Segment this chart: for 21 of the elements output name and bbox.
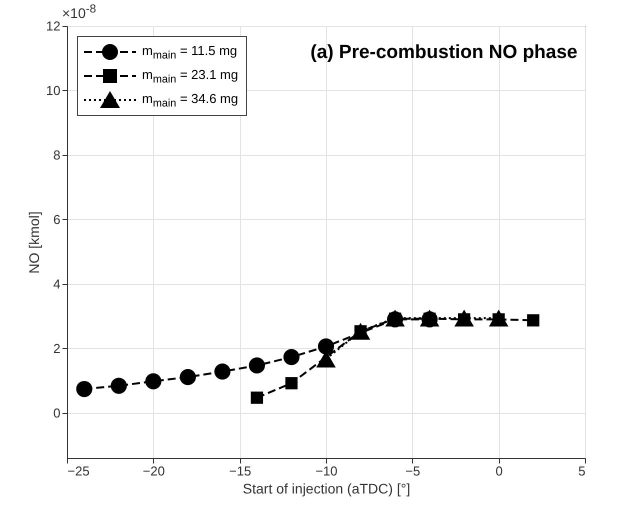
x-tick-label: 0 — [496, 464, 503, 478]
y-tick-label: 10 — [46, 82, 60, 98]
legend-label: m$_{main}$ = 23.1 mg — [142, 66, 238, 86]
x-tick-label: 5 — [578, 464, 586, 478]
y-tick-label: 8 — [53, 147, 60, 162]
x-tick-label: −5 — [405, 464, 420, 478]
y-tick-label: 6 — [53, 212, 60, 227]
y-axis-title: NO [kmol] — [26, 211, 42, 274]
y-tick-label: 2 — [53, 340, 60, 356]
text: ×10$^{-8}$ — [62, 2, 96, 21]
text: (a) Pre-combustion NO phase — [310, 42, 578, 63]
y-tick-label: 4 — [53, 276, 60, 292]
x-tick-label: −25 — [68, 464, 90, 478]
y-tick-label: 0 — [53, 405, 60, 420]
x-tick-label: −15 — [229, 464, 252, 478]
x-tick-label: −20 — [142, 464, 165, 478]
legend-label: m$_{main}$ = 11.5 mg — [142, 42, 238, 62]
x-tick-label: −10 — [315, 464, 338, 478]
legend-label: m$_{main}$ = 34.6 mg — [142, 90, 238, 110]
y-tick-label: 12 — [46, 18, 60, 34]
x-axis-title: Start of injection (aTDC) [°] — [242, 480, 410, 496]
